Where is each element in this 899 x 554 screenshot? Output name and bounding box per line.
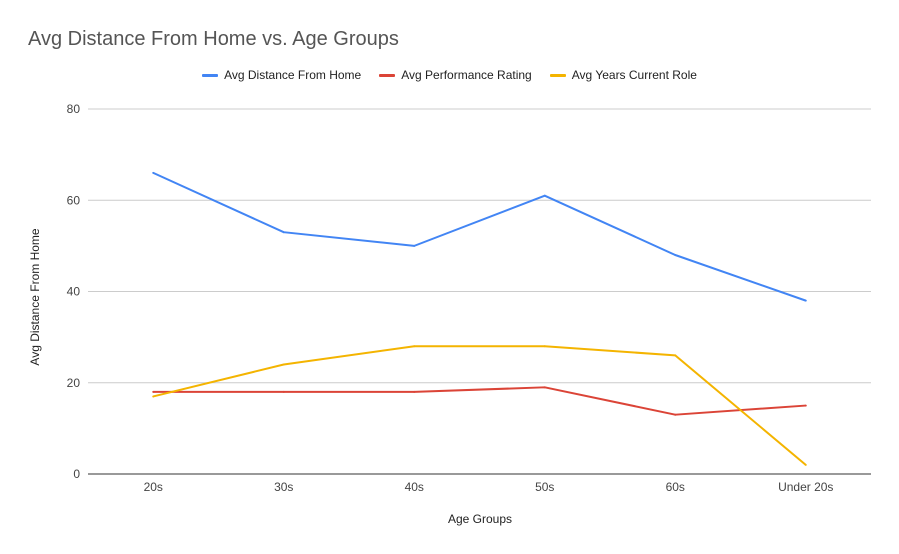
legend-label: Avg Years Current Role [571, 68, 697, 82]
y-tick-label: 20 [67, 376, 81, 390]
data-point[interactable] [543, 386, 546, 389]
x-tick-label: 30s [274, 480, 293, 494]
legend-item[interactable]: Avg Years Current Role [549, 68, 697, 82]
data-point[interactable] [804, 404, 807, 407]
data-point[interactable] [413, 345, 416, 348]
data-point[interactable] [804, 299, 807, 302]
x-tick-label: 40s [405, 480, 424, 494]
data-point[interactable] [804, 463, 807, 466]
y-axis-title: Avg Distance From Home [28, 228, 42, 365]
legend-item[interactable]: Avg Distance From Home [202, 68, 361, 82]
legend-item[interactable]: Avg Performance Rating [379, 68, 532, 82]
chart-title: Avg Distance From Home vs. Age Groups [28, 28, 399, 50]
gridlines [88, 108, 871, 475]
series-layer [152, 171, 807, 466]
legend-label: Avg Performance Rating [401, 68, 532, 82]
legend: Avg Distance From Home Avg Performance R… [0, 68, 899, 82]
series-line-2[interactable] [153, 386, 806, 416]
data-point[interactable] [282, 231, 285, 234]
legend-swatch [379, 73, 396, 77]
data-point[interactable] [152, 390, 155, 393]
legend-swatch [202, 73, 219, 77]
data-point[interactable] [674, 413, 677, 416]
y-tick-label: 80 [67, 102, 81, 116]
data-point[interactable] [152, 171, 155, 174]
y-tick-label: 40 [67, 285, 81, 299]
data-point[interactable] [282, 390, 285, 393]
x-axis-title: Age Groups [448, 512, 512, 526]
x-tick-label: 60s [666, 480, 685, 494]
data-point[interactable] [413, 244, 416, 247]
data-point[interactable] [674, 254, 677, 256]
series-line-1[interactable] [152, 171, 807, 302]
data-point[interactable] [413, 390, 416, 393]
data-point[interactable] [282, 363, 285, 366]
x-tick-label: Under 20s [778, 480, 833, 494]
y-tick-label: 60 [67, 193, 81, 207]
data-point[interactable] [152, 395, 155, 398]
series-line-3[interactable] [153, 345, 807, 466]
x-tick-label: 20s [144, 480, 163, 494]
y-tick-label: 0 [73, 467, 80, 481]
data-point[interactable] [543, 194, 546, 197]
data-point[interactable] [543, 345, 546, 348]
data-point[interactable] [674, 354, 677, 357]
legend-swatch [549, 73, 566, 77]
legend-label: Avg Distance From Home [224, 68, 362, 82]
tick-labels: 0 20 40 60 80 20s 30s 40s 50s 60s Under 20s [67, 102, 834, 494]
x-tick-label: 50s [535, 480, 554, 494]
